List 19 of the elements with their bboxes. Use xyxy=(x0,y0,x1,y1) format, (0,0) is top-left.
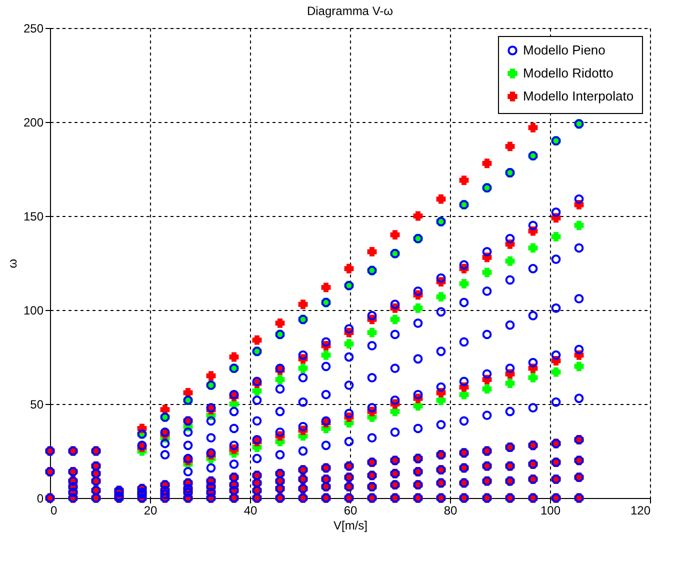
x-tick-label: 40 xyxy=(244,504,258,518)
x-tick-label: 20 xyxy=(144,504,158,518)
x-axis-title: V[m/s] xyxy=(333,518,368,532)
y-tick-label: 250 xyxy=(23,22,44,36)
legend-label: Modello Interpolato xyxy=(523,88,634,104)
y-tick-label: 150 xyxy=(23,210,44,224)
legend-label: Modello Ridotto xyxy=(523,66,614,80)
x-tick-label: 80 xyxy=(444,504,458,518)
y-axis-title: ω xyxy=(5,258,20,268)
chart-title: Diagramma V-ω xyxy=(306,4,394,18)
x-tick-label: 0 xyxy=(50,504,58,518)
y-tick-label: 100 xyxy=(23,304,44,318)
y-tick-label: 50 xyxy=(30,398,44,412)
x-tick-label: 100 xyxy=(540,504,561,518)
legend-label: Modello Pieno xyxy=(523,42,606,58)
x-tick-label: 120 xyxy=(630,504,651,518)
x-tick-label: 60 xyxy=(344,504,358,518)
y-tick-label: 200 xyxy=(23,116,44,130)
y-tick-label: 0 xyxy=(36,492,44,506)
